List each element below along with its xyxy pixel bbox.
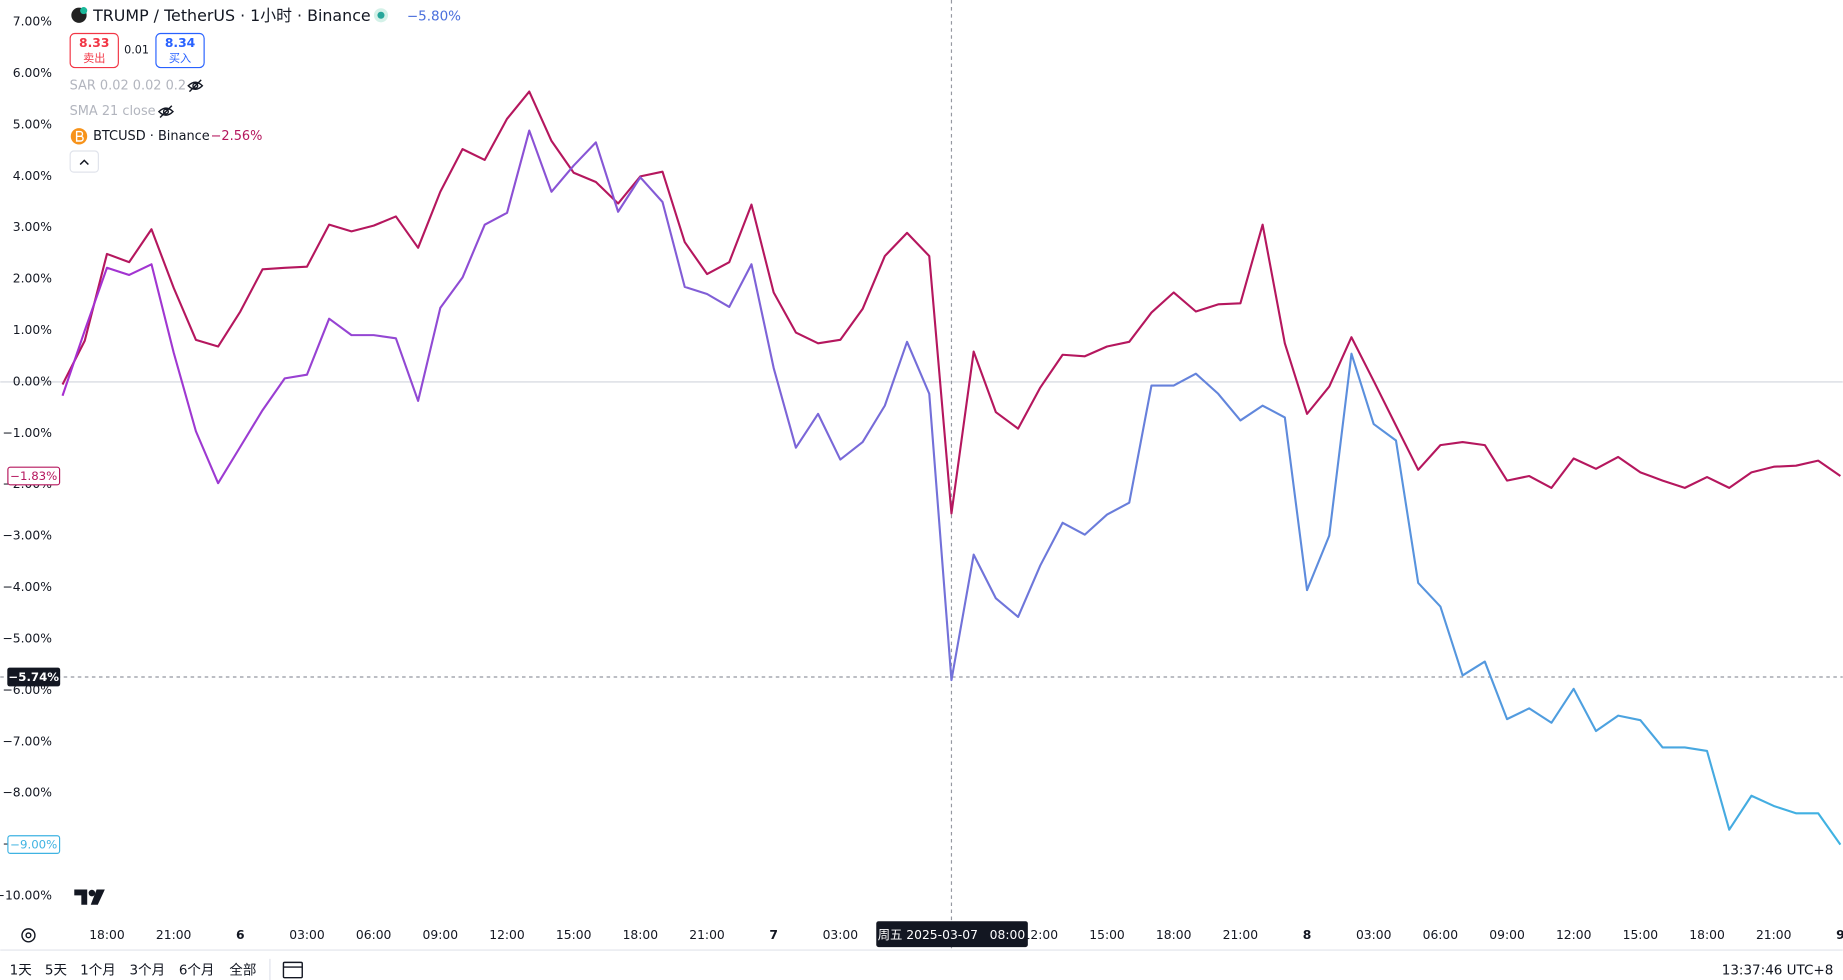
sell-label: 卖出 <box>83 51 105 65</box>
y-tick-label: −4.00% <box>2 580 52 594</box>
x-tick-label: 12:00 <box>1556 928 1592 942</box>
range-button[interactable]: 1天 <box>10 963 33 979</box>
range-button[interactable]: 3个月 <box>130 963 166 979</box>
x-tick-label: 18:00 <box>1156 928 1192 942</box>
last-value-tag <box>7 835 61 854</box>
x-tick-label: 21:00 <box>689 928 725 942</box>
x-tick-label: 03:00 <box>823 928 859 942</box>
y-tick-label: 6.00% <box>13 66 52 80</box>
x-tick-label: 06:00 <box>356 928 392 942</box>
range-button[interactable]: 5天 <box>45 963 68 979</box>
calendar <box>282 961 303 979</box>
hide-icon[interactable] <box>187 79 204 93</box>
sell-price: 8.33 <box>79 36 109 50</box>
range-button[interactable]: 全部 <box>229 962 256 979</box>
x-tick-label: 18:00 <box>623 928 659 942</box>
x-tick-label: 9 <box>1836 928 1843 942</box>
gear <box>21 928 36 943</box>
x-tick-label: 21:00 <box>1223 928 1259 942</box>
buy-button[interactable] <box>155 32 205 69</box>
y-tick-label: −1.00% <box>2 426 52 440</box>
compare-title[interactable]: BTCUSD · Binance <box>93 129 210 144</box>
gear-hub <box>25 932 32 939</box>
crosshair-value-tag <box>7 667 61 687</box>
x-tick-label: 15:00 <box>1623 928 1659 942</box>
symbol-title[interactable]: TRUMP / TetherUS · 1小时 · Binance <box>92 6 371 25</box>
x-tick-label: 12:00 <box>1023 928 1059 942</box>
sell-button[interactable] <box>69 32 119 69</box>
compare-change: −2.56% <box>211 129 263 144</box>
legend: TRUMP / TetherUS · 1小时 · Binance −5.80% … <box>69 6 461 173</box>
collapse-caret <box>79 159 89 166</box>
x-tick-label: 7 <box>769 928 778 942</box>
x-tick-label: 8 <box>1303 928 1312 942</box>
y-tick-label: −5.00% <box>2 631 52 645</box>
logo-part <box>74 889 88 905</box>
series-line <box>61 129 1842 846</box>
y-tick-label: 0.00% <box>13 374 52 388</box>
indicator-sma[interactable]: SMA 21 close <box>70 104 156 119</box>
range-button[interactable]: 1个月 <box>80 963 116 979</box>
plot-area <box>0 0 1843 950</box>
y-tick-label: 7.00% <box>13 15 52 29</box>
y-tick-label: 4.00% <box>13 169 52 183</box>
spread: 0.01 <box>124 44 149 57</box>
x-tick-label: 6 <box>236 928 245 942</box>
eye-slash <box>188 79 202 93</box>
x-tick-label: 21:00 <box>156 928 192 942</box>
eye-pupil <box>192 82 199 89</box>
y-tick-label: 5.00% <box>13 117 52 131</box>
x-tick-label: 12:00 <box>489 928 525 942</box>
goto-date-icon[interactable] <box>282 961 303 979</box>
status-dot <box>377 11 385 19</box>
logo-part <box>90 889 105 905</box>
symbol-change: −5.80% <box>407 8 461 24</box>
last-value-tag <box>7 466 61 486</box>
x-tick-label: 06:00 <box>1423 928 1459 942</box>
eye-pupil <box>162 108 169 115</box>
btc-glyph <box>75 130 84 142</box>
series-line <box>61 90 1841 515</box>
buy-price: 8.34 <box>165 36 196 50</box>
indicator-sar[interactable]: SAR 0.02 0.02 0.2 <box>70 78 187 93</box>
x-tick-label: 18:00 <box>89 928 125 942</box>
x-tick-label: 15:00 <box>1089 928 1125 942</box>
x-tick-label: 21:00 <box>1756 928 1792 942</box>
range-button[interactable]: 6个月 <box>179 963 215 979</box>
y-tick-label: 2.00% <box>13 272 52 286</box>
y-tick-label: −8.00% <box>2 786 52 800</box>
collapse-button[interactable] <box>69 150 99 173</box>
eye-slash <box>159 105 173 119</box>
x-tick-label: 18:00 <box>1689 928 1725 942</box>
clock[interactable]: 13:37:46 UTC+8 <box>1722 963 1834 979</box>
hide-icon[interactable] <box>157 105 174 119</box>
crosshair-time-tag <box>876 921 1028 948</box>
crosshair-value-label: −5.74% <box>8 670 59 684</box>
last-value-label: −1.83% <box>10 469 57 483</box>
y-tick-label: 3.00% <box>13 220 52 234</box>
x-tick-label: 09:00 <box>423 928 459 942</box>
x-tick-label: 03:00 <box>1356 928 1392 942</box>
logo <box>74 889 105 905</box>
y-tick-label: −7.00% <box>2 734 52 748</box>
x-tick-label: 03:00 <box>289 928 325 942</box>
y-tick-label: −3.00% <box>2 529 52 543</box>
y-tick-label: 1.00% <box>13 323 52 337</box>
crosshair-time-label: 周五 2025-03-07 08:00 <box>878 928 1026 942</box>
settings-icon[interactable] <box>21 928 36 943</box>
range-toolbar: 1天 5天 1个月 3个月 6个月 全部 <box>10 962 257 979</box>
last-value-label: −9.00% <box>10 838 57 852</box>
x-tick-label: 15:00 <box>556 928 592 942</box>
logo-part <box>88 889 96 897</box>
y-tick-label: −10.00% <box>0 888 52 902</box>
x-tick-label: 09:00 <box>1489 928 1525 942</box>
buy-label: 买入 <box>169 52 191 65</box>
symbol-icon-badge <box>80 7 88 15</box>
